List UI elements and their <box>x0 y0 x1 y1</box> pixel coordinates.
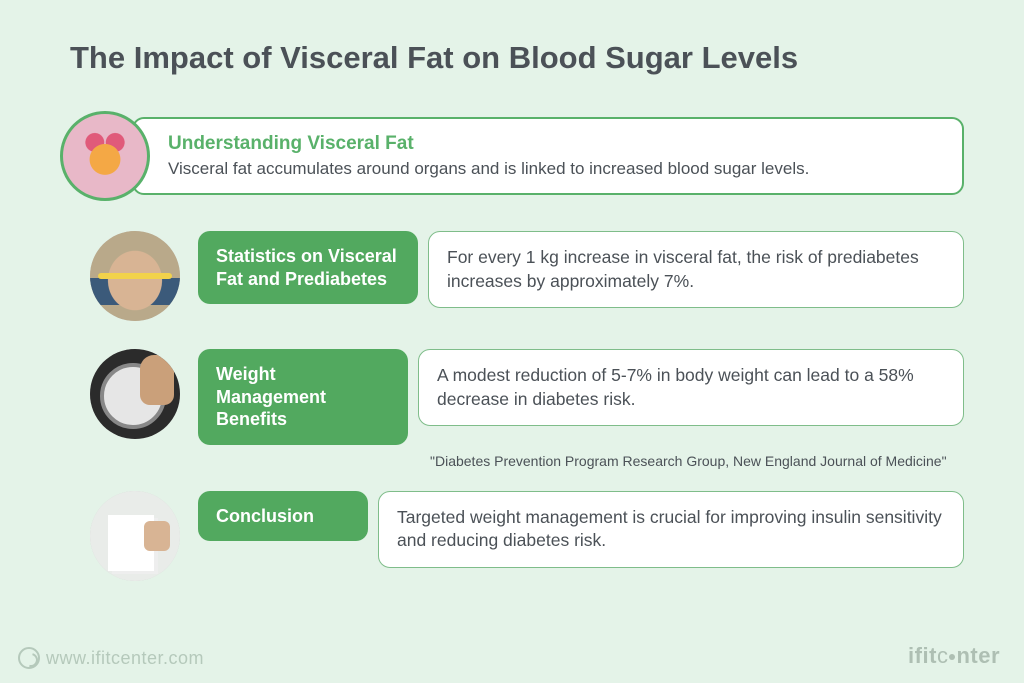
section-body: For every 1 kg increase in visceral fat,… <box>428 231 964 308</box>
brand-mid: c <box>937 643 949 668</box>
section-heading: Understanding Visceral Fat <box>168 133 942 155</box>
section-understanding: Understanding Visceral Fat Visceral fat … <box>60 111 964 201</box>
section-heading: Weight Management Benefits <box>198 349 408 445</box>
watermark-url: www.ifitcenter.com <box>46 648 204 669</box>
page-title: The Impact of Visceral Fat on Blood Suga… <box>70 40 964 76</box>
brand-prefix: ifit <box>908 643 937 668</box>
globe-icon <box>18 647 40 669</box>
doctor-report-icon <box>90 491 180 581</box>
section-weight-management: Weight Management Benefits A modest redu… <box>90 349 964 445</box>
watermark-left: www.ifitcenter.com <box>18 647 204 669</box>
section-body: Visceral fat accumulates around organs a… <box>168 159 942 179</box>
brand-suffix: nter <box>956 643 1000 668</box>
watermark-right: ifitcnter <box>908 643 1000 669</box>
section-body: Targeted weight management is crucial fo… <box>378 491 964 568</box>
section-conclusion: Conclusion Targeted weight management is… <box>90 491 964 581</box>
section-body: A modest reduction of 5-7% in body weigh… <box>418 349 964 426</box>
section-heading: Conclusion <box>198 491 368 542</box>
waist-measure-icon <box>90 231 180 321</box>
section-statistics: Statistics on Visceral Fat and Prediabet… <box>90 231 964 321</box>
weighing-scale-icon <box>90 349 180 439</box>
citation-text: "Diabetes Prevention Program Research Gr… <box>430 453 964 469</box>
organs-icon <box>60 111 150 201</box>
section-heading: Statistics on Visceral Fat and Prediabet… <box>198 231 418 304</box>
dot-icon <box>949 654 955 660</box>
section-card: Understanding Visceral Fat Visceral fat … <box>132 117 964 195</box>
